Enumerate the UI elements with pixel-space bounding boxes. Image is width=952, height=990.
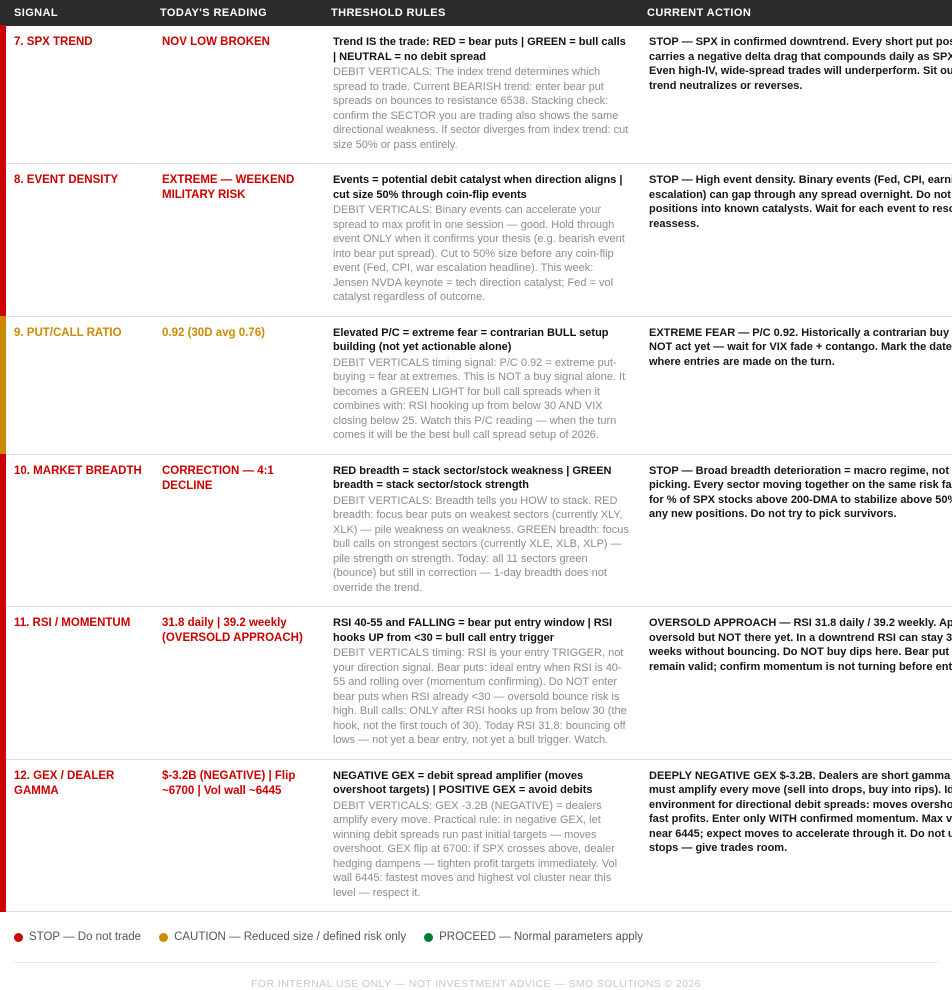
status-bar (0, 25, 6, 164)
threshold-rules-cell: Elevated P/C = extreme fear = contrarian… (323, 316, 639, 455)
signal-label: 11. RSI / MOMENTUM (14, 617, 131, 629)
threshold-rule-detail: DEBIT VERTICALS timing: RSI is your entr… (333, 647, 627, 746)
table-row: 7. SPX TREND NOV LOW BROKEN Trend IS the t… (0, 25, 952, 164)
signal-label: 8. EVENT DENSITY (14, 174, 119, 186)
signal-name-cell: 10. MARKET BREADTH (0, 453, 152, 607)
status-bar (0, 758, 6, 912)
table-row: 11. RSI / MOMENTUM 31.8 daily | 39.2 week… (0, 606, 952, 760)
legend-label: PROCEED — Normal parameters apply (439, 931, 643, 943)
current-action-cell: STOP — Broad breadth deterioration = mac… (639, 454, 952, 607)
signal-label: 7. SPX TREND (14, 36, 93, 48)
signal-table: SIGNAL TODAY'S READING THRESHOLD RULES C… (0, 0, 952, 912)
legend-label: CAUTION — Reduced size / defined risk on… (174, 931, 407, 943)
signal-label: 9. PUT/CALL RATIO (14, 326, 122, 339)
signal-label: 12. GEX / DEALER GAMMA (14, 769, 115, 797)
current-action-cell: STOP — High event density. Binary events… (639, 163, 952, 317)
threshold-rules-cell: RED breadth = stack sector/stock weaknes… (323, 454, 639, 607)
legend-label: STOP — Do not trade (29, 931, 142, 943)
threshold-rule-detail: DEBIT VERTICALS: Breadth tells you HOW t… (333, 494, 629, 594)
status-bar (0, 163, 6, 317)
proceed-dot-icon (424, 932, 434, 942)
threshold-rule-headline: Trend IS the trade: RED = bear puts | GR… (333, 36, 626, 63)
current-action-cell: EXTREME FEAR — P/C 0.92. Historically a … (639, 316, 952, 455)
current-action-cell: STOP — SPX in confirmed downtrend. Every… (639, 26, 952, 164)
caution-dot-icon (159, 932, 169, 942)
current-action-cell: OVERSOLD APPROACH — RSI 31.8 daily / 39.… (639, 606, 952, 760)
todays-reading-cell: $-3.2B (NEGATIVE) | Flip ~6700 | Vol wal… (152, 759, 323, 912)
signal-name-cell: 11. RSI / MOMENTUM (0, 606, 152, 760)
stop-dot-icon (14, 932, 23, 942)
threshold-rule-detail: DEBIT VERTICALS timing signal: P/C 0.92 … (333, 356, 626, 442)
table-row: 8. EVENT DENSITY EXTREME — WEEKEND MILITA… (0, 163, 952, 317)
todays-reading-cell: 0.92 (30D avg 0.76) (152, 316, 323, 455)
signal-name-cell: 12. GEX / DEALER GAMMA (0, 758, 152, 912)
status-legend: STOP — Do not trade CAUTION — Reduced siz… (0, 926, 952, 948)
column-header-rules: THRESHOLD RULES (323, 0, 639, 26)
table-header-row: SIGNAL TODAY'S READING THRESHOLD RULES C… (0, 0, 952, 26)
threshold-rule-headline: RSI 40-55 and FALLING = bear put entry w… (333, 617, 613, 644)
table-row: 12. GEX / DEALER GAMMA $-3.2B (NEGATIVE) … (0, 758, 952, 912)
threshold-rule-headline: NEGATIVE GEX = debit spread amplifier (m… (333, 769, 593, 797)
threshold-rules-cell: RSI 40-55 and FALLING = bear put entry w… (323, 606, 639, 760)
table-body: 7. SPX TREND NOV LOW BROKEN Trend IS the t… (0, 25, 952, 912)
legend-item-caution: CAUTION — Reduced size / defined risk on… (159, 931, 406, 943)
threshold-rule-detail: DEBIT VERTICALS: The index trend determi… (333, 66, 629, 151)
column-header-signal: SIGNAL (0, 0, 152, 26)
todays-reading-cell: NOV LOW BROKEN (152, 26, 323, 164)
status-bar (0, 606, 6, 760)
column-header-reading: TODAY'S READING (152, 0, 323, 26)
threshold-rules-cell: Events = potential debit catalyst when d… (323, 163, 639, 317)
table-header: SIGNAL TODAY'S READING THRESHOLD RULES C… (0, 0, 952, 26)
signal-label: 10. MARKET BREADTH (14, 464, 142, 477)
threshold-rules-cell: Trend IS the trade: RED = bear puts | GR… (323, 26, 639, 164)
table-row: 10. MARKET BREADTH CORRECTION — 4:1 DECLI… (0, 453, 952, 607)
footer-disclaimer: FOR INTERNAL USE ONLY — NOT INVESTMENT A… (251, 978, 701, 990)
threshold-rule-headline: Elevated P/C = extreme fear = contrarian… (333, 326, 609, 354)
signal-name-cell: 8. EVENT DENSITY (0, 163, 152, 317)
status-bar (0, 453, 6, 607)
threshold-rule-headline: Events = potential debit catalyst when d… (333, 174, 623, 201)
legend-item-proceed: PROCEED — Normal parameters apply (424, 931, 643, 943)
threshold-rule-headline: RED breadth = stack sector/stock weaknes… (333, 464, 612, 492)
threshold-rule-detail: DEBIT VERTICALS: GEX -3.2B (NEGATIVE) = … (333, 799, 618, 899)
todays-reading-cell: 31.8 daily | 39.2 weekly (OVERSOLD APPRO… (152, 606, 323, 760)
table-row: 9. PUT/CALL RATIO 0.92 (30D avg 0.76) Elev… (0, 315, 952, 455)
todays-reading-cell: EXTREME — WEEKEND MILITARY RISK (152, 163, 323, 317)
threshold-rules-cell: NEGATIVE GEX = debit spread amplifier (m… (323, 759, 639, 912)
signal-name-cell: 7. SPX TREND (0, 25, 152, 164)
status-bar (0, 315, 6, 455)
todays-reading-cell: CORRECTION — 4:1 DECLINE (152, 454, 323, 607)
signal-name-cell: 9. PUT/CALL RATIO (0, 315, 152, 455)
threshold-rule-detail: DEBIT VERTICALS: Binary events can accel… (333, 204, 625, 303)
legend-item-stop: STOP — Do not trade (14, 931, 141, 943)
current-action-cell: DEEPLY NEGATIVE GEX $-3.2B. Dealers are … (639, 759, 952, 912)
column-header-action: CURRENT ACTION (639, 0, 952, 26)
